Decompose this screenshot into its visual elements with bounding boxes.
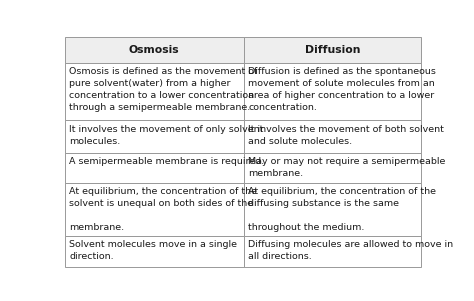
- Bar: [65, 37, 244, 63]
- Bar: [244, 120, 421, 153]
- Bar: [244, 236, 421, 267]
- Bar: [244, 37, 421, 63]
- Text: It involves the movement of only solvent
molecules.: It involves the movement of only solvent…: [69, 125, 264, 146]
- Text: Solvent molecules move in a single
direction.: Solvent molecules move in a single direc…: [69, 240, 237, 261]
- Text: Osmosis is defined as the movement of
pure solvent(water) from a higher
concentr: Osmosis is defined as the movement of pu…: [69, 67, 257, 113]
- Bar: [244, 63, 421, 120]
- Text: Diffusing molecules are allowed to move in
all directions.: Diffusing molecules are allowed to move …: [248, 240, 453, 261]
- Text: Diffusion is defined as the spontaneous
movement of solute molecules from an
are: Diffusion is defined as the spontaneous …: [248, 67, 436, 113]
- Text: Osmosis: Osmosis: [129, 45, 180, 55]
- Text: At equilibrium, the concentration of the
solvent is unequal on both sides of the: At equilibrium, the concentration of the…: [69, 187, 257, 232]
- Text: It involves the movement of both solvent
and solute molecules.: It involves the movement of both solvent…: [248, 125, 444, 146]
- Text: Diffusion: Diffusion: [305, 45, 360, 55]
- Bar: [244, 153, 421, 183]
- Bar: [65, 153, 244, 183]
- Bar: [65, 63, 244, 120]
- Text: May or may not require a semipermeable
membrane.: May or may not require a semipermeable m…: [248, 157, 446, 178]
- Text: At equilibrium, the concentration of the
diffusing substance is the same

throug: At equilibrium, the concentration of the…: [248, 187, 436, 232]
- Bar: [65, 120, 244, 153]
- Bar: [65, 236, 244, 267]
- Text: A semipermeable membrane is required.: A semipermeable membrane is required.: [69, 157, 264, 166]
- Bar: [65, 183, 244, 236]
- Bar: [244, 183, 421, 236]
